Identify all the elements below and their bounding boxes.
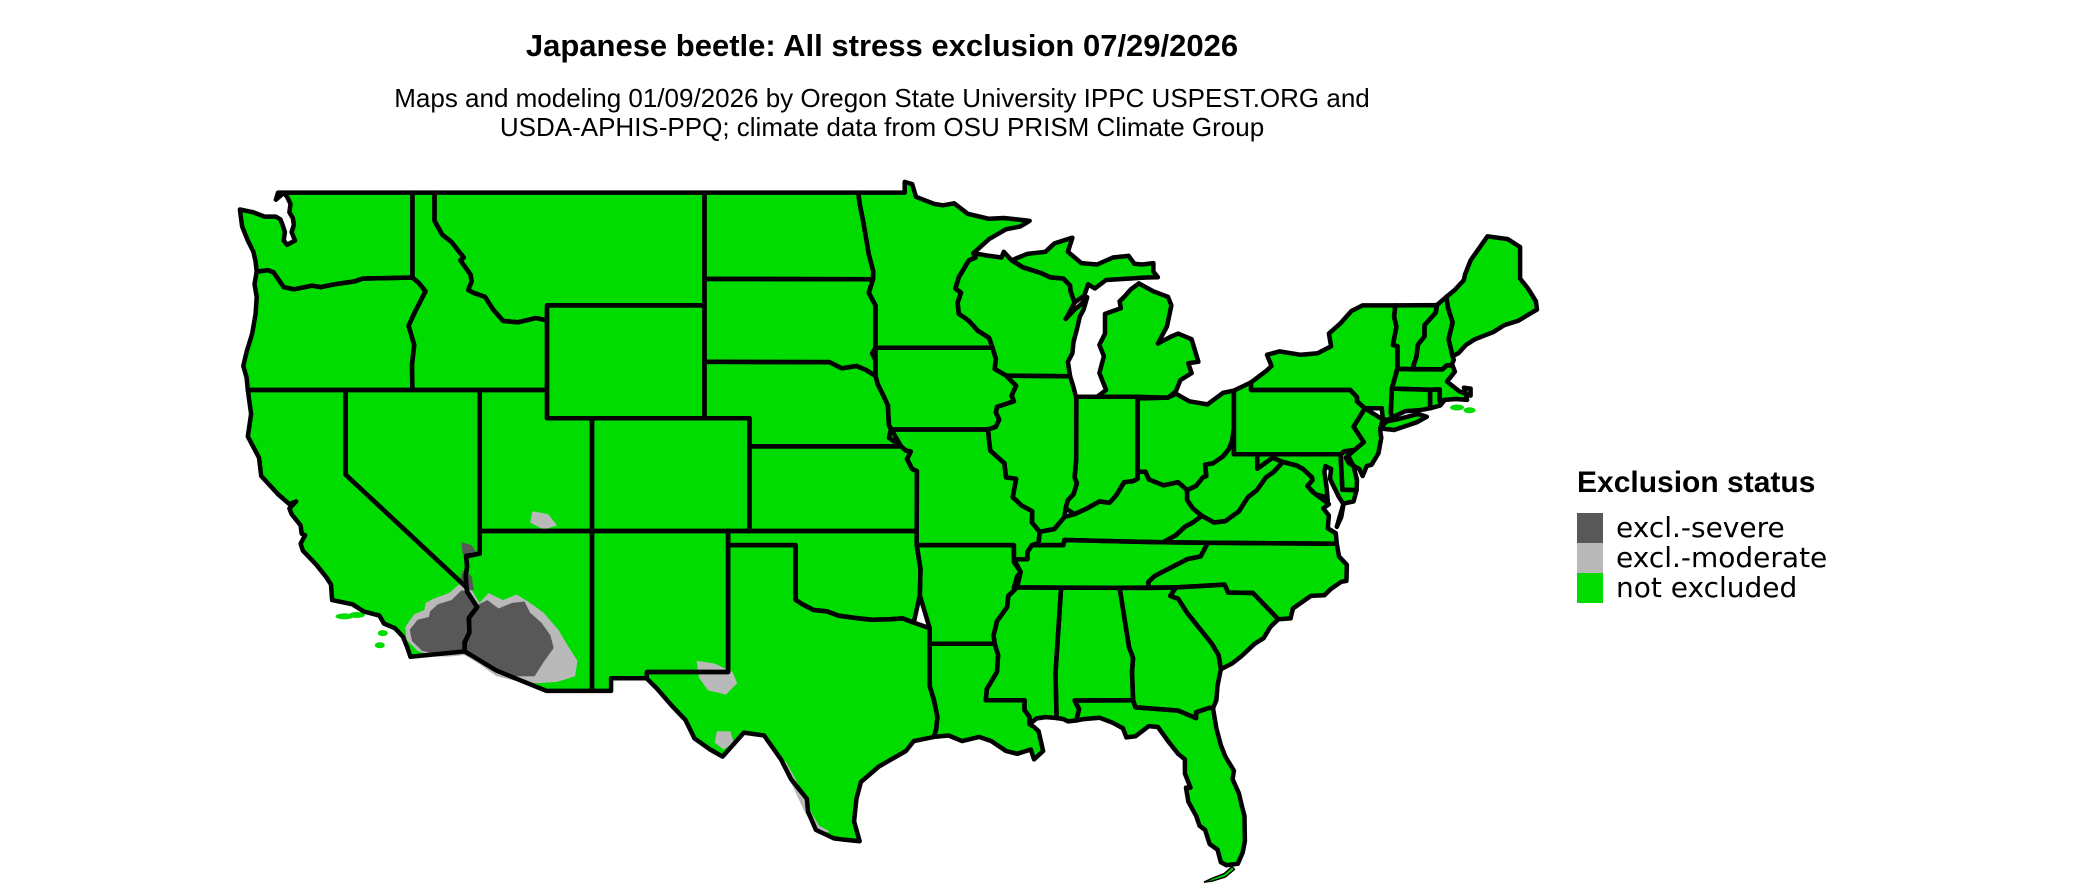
island-4 [1450,404,1465,411]
state-fill-nv [345,390,480,588]
overlay-moderate-4 [782,760,830,835]
state-fill-pa [1233,382,1365,455]
state-fill-mt [434,192,705,323]
state-fill-de [1340,451,1357,491]
overlay-moderate-2 [696,660,738,695]
legend-label-0: excl.-severe [1616,511,1785,544]
state-fill-ms [985,587,1062,725]
overlay-moderate-1 [530,511,558,530]
legend-row-1: excl.-moderate [1577,543,1827,573]
state-border-fl [1072,697,1248,868]
state-fill-me [1446,236,1537,357]
state-border-mi_up [1009,235,1161,305]
state-fill-oh [1137,390,1234,491]
state-fill-ny [1251,305,1398,420]
state-border-nj [1343,406,1386,479]
state-border-md [1255,452,1359,530]
state-fill-ct [1390,388,1431,418]
state-fill-wv [1187,428,1283,523]
state-fill-va [1162,461,1337,544]
state-fill-ut [479,390,592,531]
island-5 [1463,407,1476,414]
state-fill-ca [247,390,478,657]
legend-row-2: not excluded [1577,573,1827,603]
state-fill-wi [955,251,1088,377]
legend-swatch-0 [1577,513,1603,543]
state-fill-in [1065,396,1138,515]
overlay-severe-0 [409,590,554,677]
state-fill-ks [749,446,917,531]
subtitle-line-2: USDA-APHIS-PPQ; climate data from OSU PR… [499,112,1265,142]
state-fill-li [1380,414,1427,430]
state-fill-co [592,418,750,531]
state-fill-ar [916,545,1021,644]
legend-items: excl.-severe excl.-moderate not excluded [1577,513,1827,603]
state-fill-fl [1074,700,1245,866]
state-fill-ga [1119,587,1221,719]
state-fill-wa [239,192,413,290]
state-border-il [985,373,1080,535]
state-fill-nd [704,192,874,280]
state-fill-ok [728,531,921,623]
state-border-li [1377,411,1430,433]
state-border-az [462,528,595,694]
legend-swatch-1 [1577,543,1603,573]
state-fill-sd [704,278,876,376]
state-fill-sc [1170,584,1279,670]
state-fill-il [988,375,1077,532]
state-fill-nm [592,531,729,691]
state-border-me [1444,234,1540,359]
page-subtitle: Maps and modeling 01/09/2026 by Oregon S… [0,84,1764,142]
island-2 [377,630,388,637]
legend-row-0: excl.-severe [1577,513,1827,543]
legend-swatch-2 [1577,573,1603,603]
state-fill-wy [547,305,705,419]
state-fill-mi_up [1011,237,1158,303]
island-1 [348,612,365,618]
state-fill-mi [1097,283,1199,398]
legend-label-1: excl.-moderate [1616,541,1828,574]
state-fill-id [408,192,547,390]
state-fill-nh [1413,296,1454,370]
island-3 [374,642,385,649]
state-fill-ky [1031,471,1202,546]
state-fill-mn [858,181,1030,348]
islet-0 [1203,865,1236,883]
state-fill-tn [1013,540,1208,588]
state-fill-ia [875,347,1017,430]
state-border-mi [1094,281,1201,400]
state-border-oh [1135,388,1237,493]
state-fill-al [1055,587,1134,722]
subtitle-line-1: Maps and modeling 01/09/2026 by Oregon S… [394,83,1370,113]
legend-label-2: not excluded [1616,571,1798,604]
state-fill-nc [1148,542,1347,620]
legend-title: Exclusion status [1577,466,1816,499]
state-border-ms [983,585,1064,727]
page-title: Japanese beetle: All stress exclusion 07… [525,28,1239,63]
legend: Exclusion status excl.-severe excl.-moder… [1577,466,1827,603]
overlay-moderate-3 [714,731,734,750]
state-fill-ne [704,361,902,447]
state-fill-or [243,270,426,390]
